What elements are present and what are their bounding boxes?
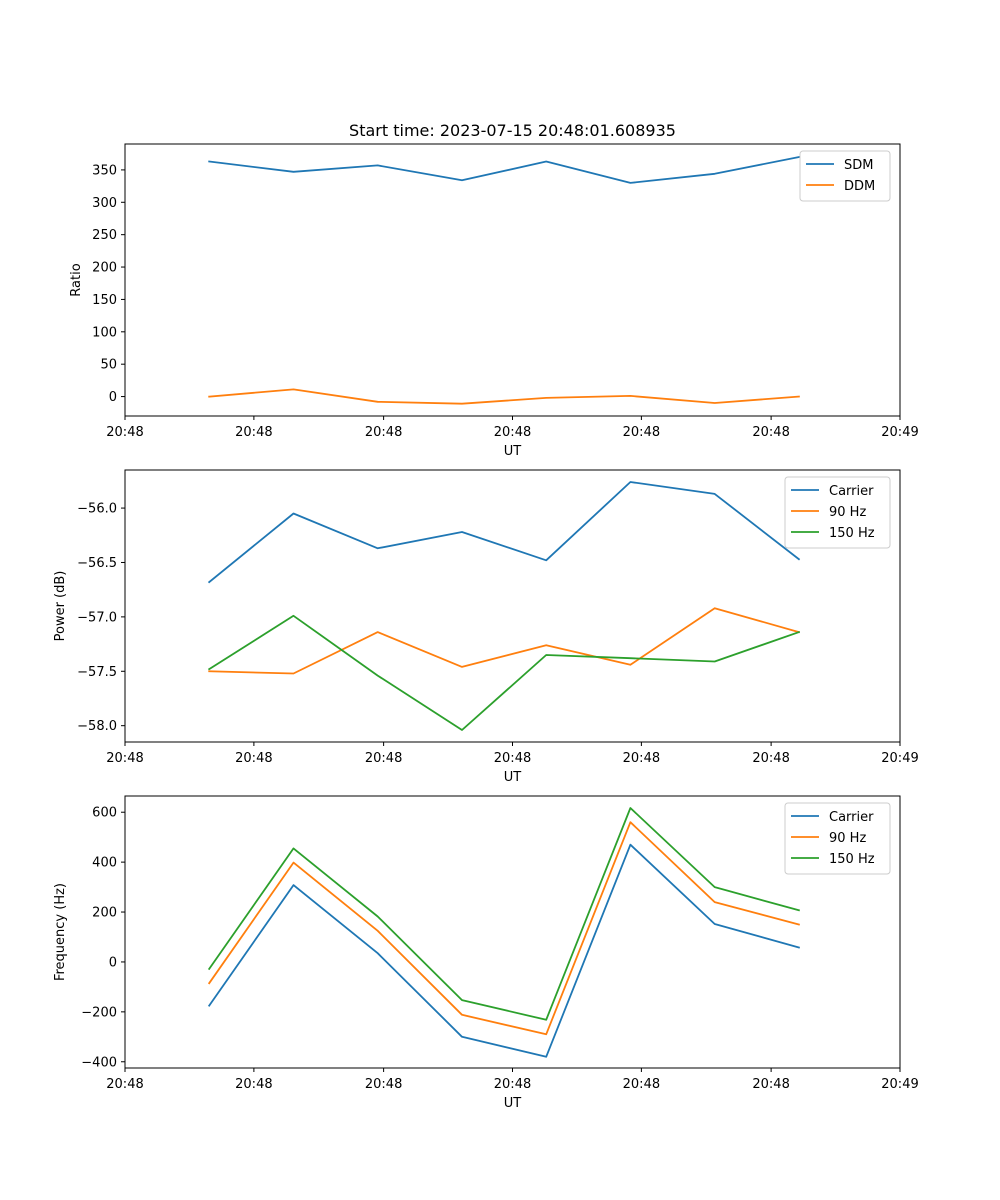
x-tick-label: 20:49 [881, 425, 918, 440]
chart-panels: Start time: 2023-07-15 20:48:01.608935 20… [53, 121, 919, 1111]
legend-label: 150 Hz [829, 526, 875, 541]
legend-label: 150 Hz [829, 852, 875, 867]
x-tick-label: 20:48 [106, 425, 143, 440]
x-tick-label: 20:48 [752, 751, 789, 766]
x-tick-label: 20:48 [235, 425, 272, 440]
y-tick-label: 100 [92, 325, 117, 340]
x-tick-label: 20:48 [235, 1077, 272, 1092]
x-tick-label: 20:48 [494, 425, 531, 440]
plot-frame [124, 469, 901, 743]
y-tick-label: 600 [92, 806, 117, 821]
x-tick-label: 20:49 [881, 751, 918, 766]
y-tick-label: 150 [92, 293, 117, 308]
chart-panel-1: Start time: 2023-07-15 20:48:01.608935 20… [69, 121, 919, 459]
legend: Carrier 90 Hz 150 Hz [784, 802, 891, 875]
y-axis-label: Power (dB) [53, 571, 68, 642]
plot-frame [124, 143, 901, 417]
y-tick-label: 400 [92, 856, 117, 871]
x-tick-label: 20:48 [623, 1077, 660, 1092]
y-tick-label: −56.0 [77, 502, 117, 517]
x-axis-label: UT [504, 444, 522, 459]
x-tick-label: 20:48 [494, 1077, 531, 1092]
series-line-150-hz [207, 807, 801, 1021]
y-tick-label: 50 [100, 358, 117, 373]
series-line-ddm [208, 388, 800, 405]
series-line-90-hz [208, 607, 801, 675]
series-line-90-hz [207, 821, 801, 1036]
legend-label: Carrier [829, 484, 874, 499]
y-tick-label: −400 [81, 1055, 117, 1070]
y-tick-label: −56.5 [77, 556, 117, 571]
y-tick-label: 300 [92, 196, 117, 211]
y-tick-label: −58.0 [77, 719, 117, 734]
x-tick-label: 20:48 [752, 425, 789, 440]
x-axis-label: UT [504, 1096, 522, 1111]
chart-panel-2: 20:48 20:48 20:48 20:48 20:48 20:48 20:49 −56.0… [53, 469, 919, 785]
series-line-150-hz [207, 614, 801, 731]
x-tick-label: 20:48 [365, 1077, 402, 1092]
x-tick-label: 20:48 [623, 751, 660, 766]
x-axis-label: UT [504, 770, 522, 785]
y-tick-label: 0 [109, 390, 117, 405]
y-tick-label: 0 [109, 955, 117, 970]
legend-label: 90 Hz [829, 831, 866, 846]
legend-box [784, 476, 891, 549]
y-axis-label: Frequency (Hz) [53, 883, 68, 981]
y-tick-label: −57.5 [77, 665, 117, 680]
x-tick-label: 20:49 [881, 1077, 918, 1092]
x-tick-label: 20:48 [623, 425, 660, 440]
y-tick-label: −57.0 [77, 610, 117, 625]
legend: Carrier 90 Hz 150 Hz [784, 476, 891, 549]
legend-box [784, 802, 891, 875]
legend-label: SDM [844, 158, 873, 173]
chart-panel-3: 20:48 20:48 20:48 20:48 20:48 20:48 20:49 600 40… [53, 795, 919, 1111]
y-tick-label: 350 [92, 163, 117, 178]
plot-frame [124, 795, 901, 1069]
series-line-carrier [207, 843, 801, 1058]
x-tick-label: 20:48 [494, 751, 531, 766]
x-tick-label: 20:48 [106, 1077, 143, 1092]
legend-label: Carrier [829, 810, 874, 825]
y-tick-label: 250 [92, 228, 117, 243]
x-tick-label: 20:48 [752, 1077, 789, 1092]
y-tick-label: 200 [92, 261, 117, 276]
x-tick-label: 20:48 [106, 751, 143, 766]
x-tick-label: 20:48 [365, 751, 402, 766]
x-tick-label: 20:48 [365, 425, 402, 440]
series-line-sdm [208, 155, 800, 184]
chart-title: Start time: 2023-07-15 20:48:01.608935 [349, 121, 676, 140]
series-line-carrier [207, 481, 801, 584]
y-axis-label: Ratio [69, 263, 84, 296]
x-tick-label: 20:48 [235, 751, 272, 766]
y-tick-label: −200 [81, 1005, 117, 1020]
legend: SDM DDM [799, 150, 891, 202]
legend-label: DDM [844, 179, 875, 194]
legend-label: 90 Hz [829, 505, 866, 520]
y-tick-label: 200 [92, 906, 117, 921]
